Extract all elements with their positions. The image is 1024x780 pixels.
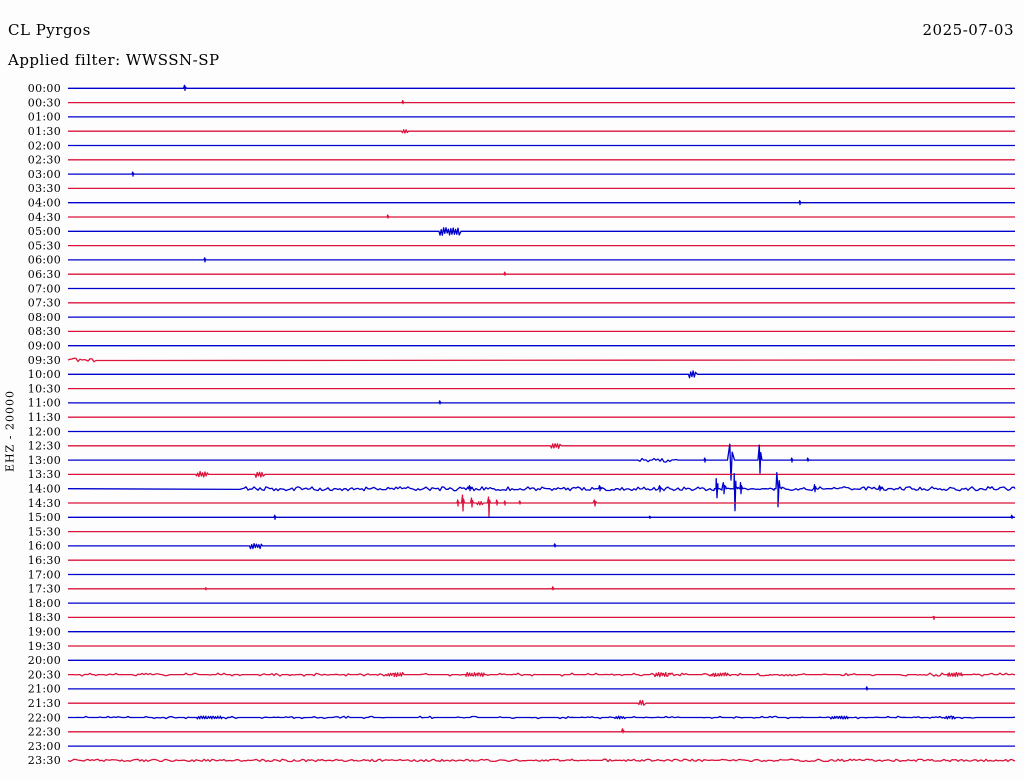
time-label: 05:00	[28, 225, 61, 238]
trace-row-00-30	[68, 99, 1015, 105]
date-label: 2025-07-03	[922, 21, 1014, 39]
time-label: 20:30	[28, 668, 61, 681]
time-label: 02:00	[28, 139, 61, 152]
time-label: 01:00	[28, 111, 61, 124]
time-label: 01:30	[28, 125, 61, 138]
trace-row-00-00	[68, 84, 1015, 91]
trace-row-20-30	[68, 671, 1015, 678]
station-title: CL Pyrgos	[8, 21, 91, 39]
time-label: 00:30	[28, 96, 61, 109]
time-label: 19:00	[28, 626, 61, 639]
time-label: 09:00	[28, 340, 61, 353]
trace-row-21-00	[68, 686, 1015, 691]
trace-row-09-30	[67, 357, 1016, 363]
time-label: 11:30	[28, 411, 61, 424]
time-label: 15:30	[28, 525, 61, 538]
time-label: 12:30	[28, 440, 61, 453]
time-label: 03:00	[28, 168, 61, 181]
trace-row-22-30	[68, 728, 1015, 734]
time-label: 23:00	[28, 740, 61, 753]
time-label: 18:00	[28, 597, 61, 610]
time-label: 05:30	[28, 239, 61, 252]
time-label: 21:00	[28, 683, 61, 696]
time-label: 14:30	[28, 497, 61, 510]
time-label: 22:30	[28, 726, 61, 739]
time-label: 17:00	[28, 568, 61, 581]
time-label: 22:00	[28, 711, 61, 724]
trace-row-15-00	[68, 514, 1015, 520]
trace-row-05-00	[68, 227, 1015, 236]
trace-row-18-30	[68, 615, 1015, 621]
trace-row-04-30	[68, 214, 1015, 219]
trace-row-17-30	[68, 586, 1015, 591]
trace-row-06-00	[68, 257, 1015, 263]
trace-row-21-30	[68, 699, 1015, 706]
time-label: 12:00	[28, 425, 61, 438]
time-label: 09:30	[28, 354, 61, 367]
time-label: 03:30	[28, 182, 61, 195]
time-label: 04:30	[28, 211, 61, 224]
time-label: 08:30	[28, 325, 61, 338]
time-label: 13:00	[28, 454, 61, 467]
time-label: 07:30	[28, 297, 61, 310]
time-label: 07:00	[28, 282, 61, 295]
trace-row-14-30	[68, 494, 1015, 518]
trace-row-11-00	[68, 400, 1015, 405]
time-label: 10:30	[28, 382, 61, 395]
time-label: 21:30	[28, 697, 61, 710]
trace-row-22-00	[68, 715, 1016, 720]
time-label: 17:30	[28, 583, 61, 596]
time-label: 11:00	[28, 397, 61, 410]
time-label: 00:00	[28, 82, 61, 95]
time-label: 13:30	[28, 468, 61, 481]
trace-row-04-00	[68, 200, 1015, 206]
trace-row-10-00	[68, 370, 1015, 379]
time-label: 08:00	[28, 311, 61, 324]
trace-row-01-30	[68, 129, 1015, 134]
time-label: 10:00	[28, 368, 61, 381]
time-label: 20:00	[28, 654, 61, 667]
trace-row-14-00	[67, 472, 1016, 512]
time-label: 16:00	[28, 540, 61, 553]
time-label: 02:30	[28, 154, 61, 167]
trace-row-13-30	[68, 470, 1015, 478]
time-label: 23:30	[28, 754, 61, 767]
trace-row-12-30	[68, 443, 1015, 449]
trace-row-13-00	[68, 443, 1015, 481]
time-label: 18:30	[28, 611, 61, 624]
trace-row-16-00	[68, 542, 1015, 550]
trace-row-03-00	[68, 171, 1015, 177]
time-label: 06:00	[28, 254, 61, 267]
time-label: 16:30	[28, 554, 61, 567]
time-label: 04:00	[28, 197, 61, 210]
filter-label: Applied filter: WWSSN-SP	[8, 51, 220, 69]
trace-row-06-30	[68, 271, 1015, 276]
time-label: 14:00	[28, 483, 61, 496]
trace-row-23-30	[67, 758, 1016, 763]
time-label: 06:30	[28, 268, 61, 281]
time-label: 19:30	[28, 640, 61, 653]
time-label: 15:00	[28, 511, 61, 524]
